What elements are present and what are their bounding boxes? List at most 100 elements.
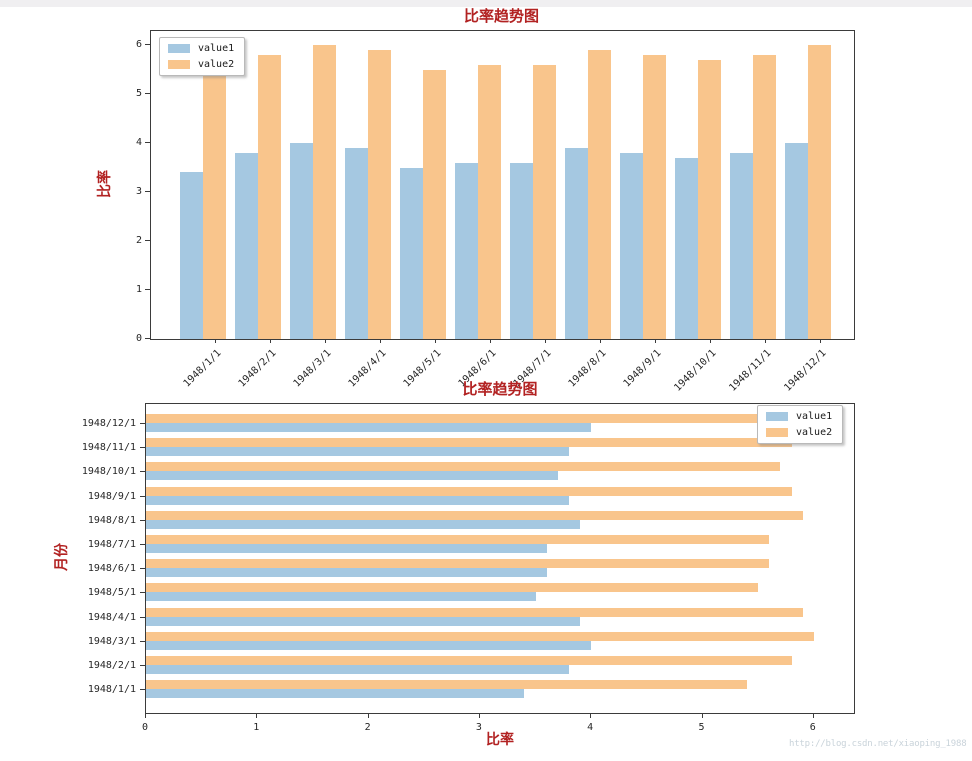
y-tick-mark <box>145 240 150 241</box>
y-tick-mark <box>140 616 145 618</box>
bar-value2 <box>478 64 501 339</box>
x-tick-mark <box>215 339 216 343</box>
x-tick-label: 2 <box>364 722 371 733</box>
bar-value2 <box>146 607 803 617</box>
bar-value1 <box>620 152 643 339</box>
x-tick-mark <box>270 339 271 343</box>
y-tick-label: 1948/5/1 <box>87 587 136 599</box>
bar-value2 <box>808 45 831 339</box>
legend-label: value2 <box>796 427 833 438</box>
bar-value1 <box>146 471 558 481</box>
legend-entry-value2: value2 <box>168 59 234 70</box>
y-tick-label: 1948/8/1 <box>87 514 136 526</box>
chart2-y-axis-label: 月份 <box>54 543 70 571</box>
y-tick-label: 1948/11/1 <box>81 442 136 454</box>
chart2-title: 比率趋势图 <box>462 380 538 398</box>
watermark-url: http://blog.csdn.net/xiaoping_1988 <box>789 739 967 749</box>
x-tick-mark <box>655 339 656 343</box>
chart2-plot-area <box>145 403 855 714</box>
x-tick-mark <box>145 714 146 718</box>
bar-value1 <box>146 543 547 553</box>
legend-swatch-value1 <box>168 44 190 53</box>
y-tick-label: 2 <box>135 235 142 246</box>
bar-value2 <box>146 534 770 544</box>
bar-value1 <box>235 152 258 339</box>
y-tick-mark <box>140 640 145 642</box>
y-tick-label: 1948/3/1 <box>87 635 136 647</box>
chart2-x-axis-label: 比率 <box>486 732 514 748</box>
y-tick-label: 6 <box>135 39 142 50</box>
bar-value1 <box>345 147 368 339</box>
bar-value2 <box>146 655 792 665</box>
y-tick-mark <box>140 519 145 521</box>
chart1-y-axis-label: 比率 <box>97 170 113 198</box>
y-tick-label: 1948/2/1 <box>87 659 136 671</box>
bar-value1 <box>510 162 533 339</box>
y-tick-label: 5 <box>135 88 142 99</box>
legend-entry-value1: value1 <box>766 411 832 422</box>
y-tick-mark <box>140 447 145 449</box>
bar-value2 <box>203 74 226 339</box>
y-tick-mark <box>145 191 150 192</box>
x-tick-mark <box>380 339 381 343</box>
bar-value2 <box>533 64 556 339</box>
y-tick-label: 1 <box>135 284 142 295</box>
bar-value2 <box>643 54 666 339</box>
y-tick-mark <box>145 338 150 339</box>
ratio-trend-bar-chart: 比率趋势图 比率 value1 value2 0 1 2 3 4 5 6 1948/1/1 194… <box>97 7 855 394</box>
x-tick-label: 6 <box>809 722 816 733</box>
x-tick-mark <box>545 339 546 343</box>
bar-value2 <box>146 414 814 423</box>
legend-label: value1 <box>198 43 235 54</box>
bar-value1 <box>146 495 569 505</box>
bar-value1 <box>146 447 569 457</box>
page-top-strip <box>0 0 972 7</box>
bar-value2 <box>146 462 781 472</box>
y-tick-label: 1948/10/1 <box>81 466 136 478</box>
bar-value2 <box>588 49 611 339</box>
bar-value2 <box>146 631 814 641</box>
x-tick-label: 5 <box>698 722 705 733</box>
x-tick-label: 3 <box>475 722 482 733</box>
bar-value1 <box>146 592 536 602</box>
legend-label: value1 <box>796 411 833 422</box>
bar-value2 <box>258 54 281 339</box>
bar-value1 <box>146 519 581 529</box>
x-tick-mark <box>600 339 601 343</box>
y-tick-mark <box>145 289 150 290</box>
y-tick-mark <box>140 689 145 690</box>
bar-value1 <box>146 640 592 650</box>
x-tick-mark <box>765 339 766 343</box>
bar-value1 <box>400 167 423 339</box>
bar-value1 <box>785 143 808 339</box>
y-tick-mark <box>140 423 145 424</box>
y-tick-label: 4 <box>135 137 142 148</box>
bar-value1 <box>146 568 547 578</box>
legend-swatch-value2 <box>168 60 190 69</box>
y-tick-label: 3 <box>135 186 142 197</box>
x-tick-label: 4 <box>587 722 594 733</box>
bar-value1 <box>146 689 525 698</box>
bar-value2 <box>146 680 747 689</box>
y-tick-label: 1948/4/1 <box>87 611 136 623</box>
bar-value1 <box>455 162 478 339</box>
bar-value1 <box>146 664 569 674</box>
y-tick-label: 1948/12/1 <box>81 418 136 429</box>
y-tick-mark <box>140 495 145 497</box>
chart2-legend: value1 value2 <box>757 405 844 444</box>
bar-value2 <box>146 486 792 496</box>
x-tick-mark <box>325 339 326 343</box>
chart1-plot-area <box>150 30 855 340</box>
y-tick-mark <box>145 142 150 143</box>
bar-value2 <box>423 69 446 339</box>
x-tick-mark <box>435 339 436 343</box>
y-tick-label: 1948/6/1 <box>87 563 136 575</box>
legend-label: value2 <box>198 59 235 70</box>
y-tick-label: 1948/7/1 <box>87 538 136 550</box>
bar-value2 <box>146 583 759 593</box>
y-tick-mark <box>140 471 145 473</box>
bar-value2 <box>146 559 770 569</box>
x-tick-mark <box>490 339 491 343</box>
bar-value1 <box>565 147 588 339</box>
